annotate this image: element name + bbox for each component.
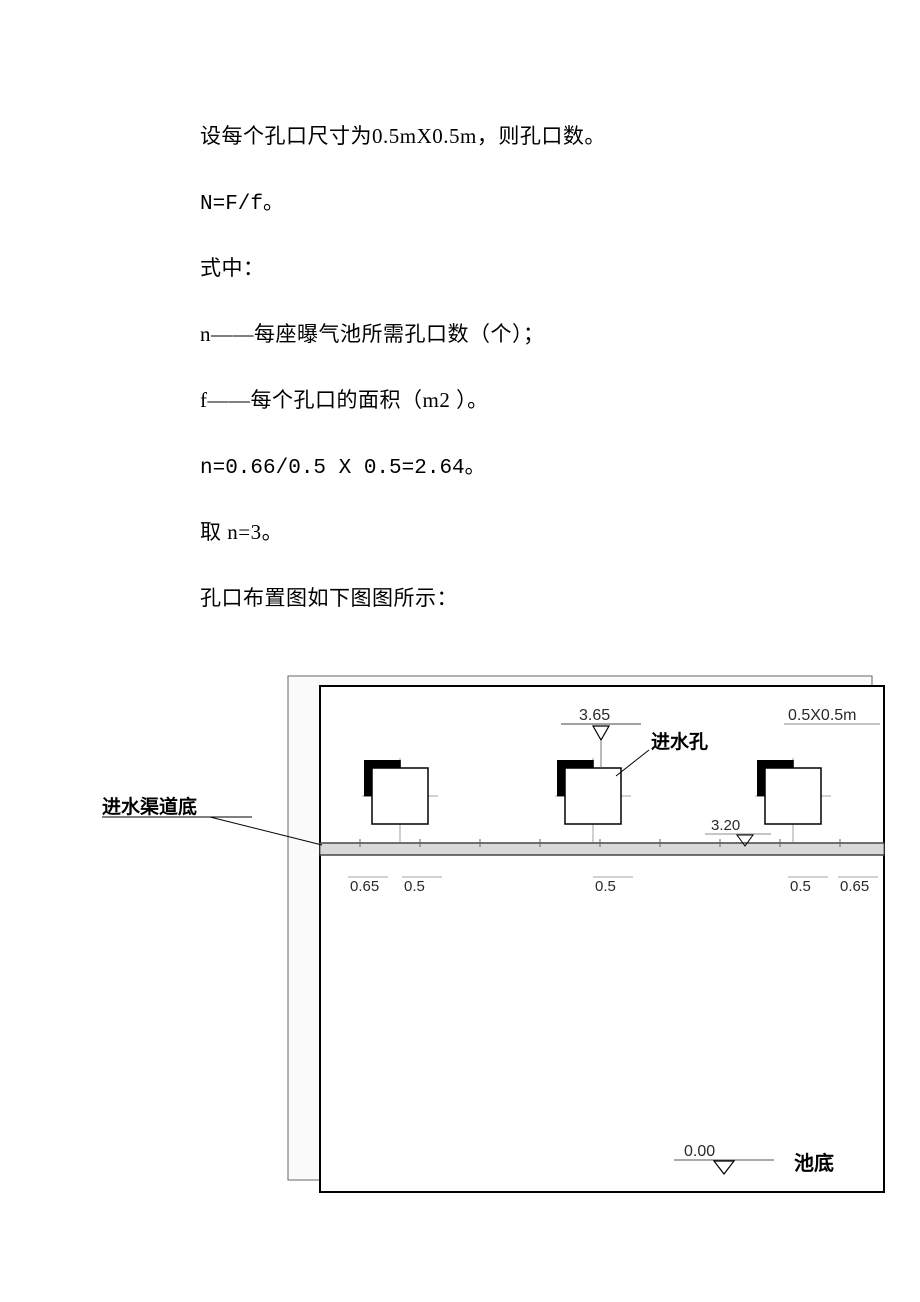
svg-text:0.00: 0.00 [684, 1143, 715, 1160]
svg-text:进水孔: 进水孔 [651, 731, 708, 753]
text-line-1: 设每个孔口尺寸为0.5mX0.5m，则孔口数。 [200, 120, 920, 150]
svg-text:3.20: 3.20 [711, 817, 740, 834]
text-line-6: n=0.66/0.5 X 0.5=2.64。 [200, 450, 920, 480]
text-line-2: N=F/f。 [200, 186, 920, 216]
svg-text:0.5: 0.5 [790, 878, 811, 895]
svg-text:0.5X0.5m: 0.5X0.5m [788, 707, 856, 724]
svg-text:3.65: 3.65 [579, 707, 610, 724]
svg-text:0.5: 0.5 [404, 878, 425, 895]
diagram-container: 0.650.50.50.50.653.65进水孔0.5X0.5m3.20进水渠道… [260, 648, 920, 1213]
hole-layout-diagram: 0.650.50.50.50.653.65进水孔0.5X0.5m3.20进水渠道… [260, 648, 900, 1208]
svg-text:0.5: 0.5 [595, 878, 616, 895]
text-line-3: 式中： [200, 252, 920, 282]
svg-text:0.65: 0.65 [840, 878, 869, 895]
svg-text:进水渠道底: 进水渠道底 [102, 795, 197, 818]
text-line-5: f——每个孔口的面积（m2 ）。 [200, 384, 920, 414]
text-line-4: n——每座曝气池所需孔口数（个）； [200, 318, 920, 348]
svg-text:0.65: 0.65 [350, 878, 379, 895]
text-line-7: 取 n=3。 [200, 516, 920, 546]
text-line-8: 孔口布置图如下图图所示： [200, 582, 920, 612]
svg-text:池底: 池底 [794, 1151, 834, 1175]
